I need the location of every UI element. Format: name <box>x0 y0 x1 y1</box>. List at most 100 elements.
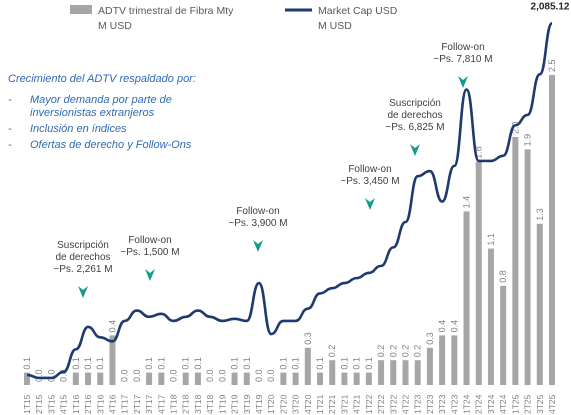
bar-value-label: 0.0 <box>34 369 44 382</box>
bar-value-label: 1.8 <box>474 146 484 159</box>
bar <box>24 372 30 385</box>
bar-value-label: 0.1 <box>144 357 154 370</box>
bar-value-label: 0.2 <box>327 345 337 358</box>
bar <box>329 360 336 385</box>
x-tick-label: 4T17 <box>156 394 166 414</box>
legend-unit: M USD <box>98 20 132 32</box>
x-tick-label: 2T20 <box>278 394 288 414</box>
x-tick-label: 1T17 <box>120 394 130 414</box>
x-tick-label: 1T21 <box>315 394 325 414</box>
annotation: Suscripción <box>57 240 109 251</box>
bar <box>280 372 287 385</box>
bar <box>487 248 494 385</box>
bar <box>85 372 92 385</box>
legend-unit: M USD <box>318 20 352 32</box>
line-value-label: 2,085.12 <box>531 1 570 12</box>
bar-value-label: 0.0 <box>169 369 179 382</box>
annotation: ~Ps. 3,900 M <box>228 218 287 229</box>
x-tick-label: 3T20 <box>291 394 301 414</box>
bar-value-label: 0.1 <box>278 357 288 370</box>
x-tick-label: 2T24 <box>474 394 484 414</box>
x-tick-label: 4T21 <box>352 394 362 414</box>
x-tick-label: 3T22 <box>388 394 398 414</box>
annotation: ~Ps. 3,450 M <box>340 176 399 187</box>
x-tick-label: 3T21 <box>339 394 349 414</box>
x-tick-label: 4T22 <box>400 394 410 414</box>
annotation-arrow <box>78 286 88 298</box>
bar <box>72 372 79 385</box>
x-tick-label: 4T15 <box>59 394 69 414</box>
bar-value-label: 1.9 <box>523 134 533 147</box>
bar-value-label: 2.5 <box>547 59 557 72</box>
bar-value-label: 0.0 <box>217 369 227 382</box>
bar-value-label: 0.0 <box>120 369 130 382</box>
annotation-arrow <box>410 144 420 156</box>
legend-swatch-bar <box>70 5 92 14</box>
bar-value-label: 0.2 <box>413 345 423 358</box>
bar-value-label: 0.4 <box>449 320 459 333</box>
x-tick-label: 3T15 <box>46 394 56 414</box>
x-tick-label: 2T21 <box>327 394 337 414</box>
bar-value-label: 0.1 <box>230 357 240 370</box>
x-tick-label: 3T19 <box>242 394 252 414</box>
x-tick-label: 2T16 <box>83 394 93 414</box>
bar <box>109 335 116 385</box>
bar-value-label: 0.1 <box>83 357 93 370</box>
bar <box>341 372 348 385</box>
bar-value-label: 0.0 <box>266 369 276 382</box>
bar <box>549 75 555 385</box>
bar <box>402 360 409 385</box>
bar-value-label: 0.1 <box>71 357 81 370</box>
bar-value-label: 0.1 <box>315 357 325 370</box>
x-tick-label: 1T19 <box>217 394 227 414</box>
annotation-arrow <box>253 240 263 252</box>
bar-value-label: 2.0 <box>510 121 520 134</box>
x-tick-label: 2T18 <box>181 394 191 414</box>
bar-value-label: 0.1 <box>352 357 362 370</box>
annotation: Follow-on <box>236 206 279 217</box>
bar <box>378 360 385 385</box>
bar <box>97 372 104 385</box>
bar <box>317 372 324 385</box>
bar-value-label: 0.4 <box>107 320 117 333</box>
bar-value-label: 1.1 <box>486 233 496 246</box>
text-box-heading: Crecimiento del ADTV respaldado por: <box>8 73 196 85</box>
bar <box>500 285 507 385</box>
bar <box>426 347 433 385</box>
bar <box>414 360 421 385</box>
bullet-dash: - <box>8 94 12 106</box>
x-tick-label: 1T18 <box>169 394 179 414</box>
x-tick-label: 1T25 <box>510 394 520 414</box>
bar-value-label: 0.4 <box>437 320 447 333</box>
bar <box>292 372 299 385</box>
bar-value-label: 0.1 <box>156 357 166 370</box>
bar <box>439 335 446 385</box>
bar-value-label: 0.2 <box>388 345 398 358</box>
x-tick-label: 3T17 <box>144 394 154 414</box>
legend-label: Market Cap USD <box>318 5 398 17</box>
bar-value-label: 0.0 <box>46 369 56 382</box>
annotation-arrow <box>145 269 155 281</box>
x-tick-label: 1T23 <box>413 394 423 414</box>
x-tick-label: 3T25 <box>535 394 545 414</box>
annotation: Follow-on <box>128 235 171 246</box>
bar <box>512 137 519 385</box>
x-tick-label: 2T23 <box>425 394 435 414</box>
bar-value-label: 1.4 <box>462 196 472 209</box>
x-tick-label: 1T22 <box>364 394 374 414</box>
x-tick-label: 3T16 <box>95 394 105 414</box>
x-tick-label: 3T24 <box>486 394 496 414</box>
x-tick-label: 2T19 <box>230 394 240 414</box>
bar-value-label: 0.0 <box>205 369 215 382</box>
bar-value-label: 0.3 <box>425 332 435 345</box>
legend-label: ADTV trimestral de Fibra Mty <box>98 5 234 17</box>
bullet-text: Inclusión en índices <box>30 123 127 135</box>
bullet-text: Ofertas de derecho y Follow-Ons <box>30 139 192 151</box>
x-tick-label: 4T23 <box>449 394 459 414</box>
x-tick-label: 1T24 <box>462 394 472 414</box>
annotation: de derechos <box>387 110 442 121</box>
bullet-dash: - <box>8 123 12 135</box>
bar <box>243 372 250 385</box>
bar <box>194 372 201 385</box>
